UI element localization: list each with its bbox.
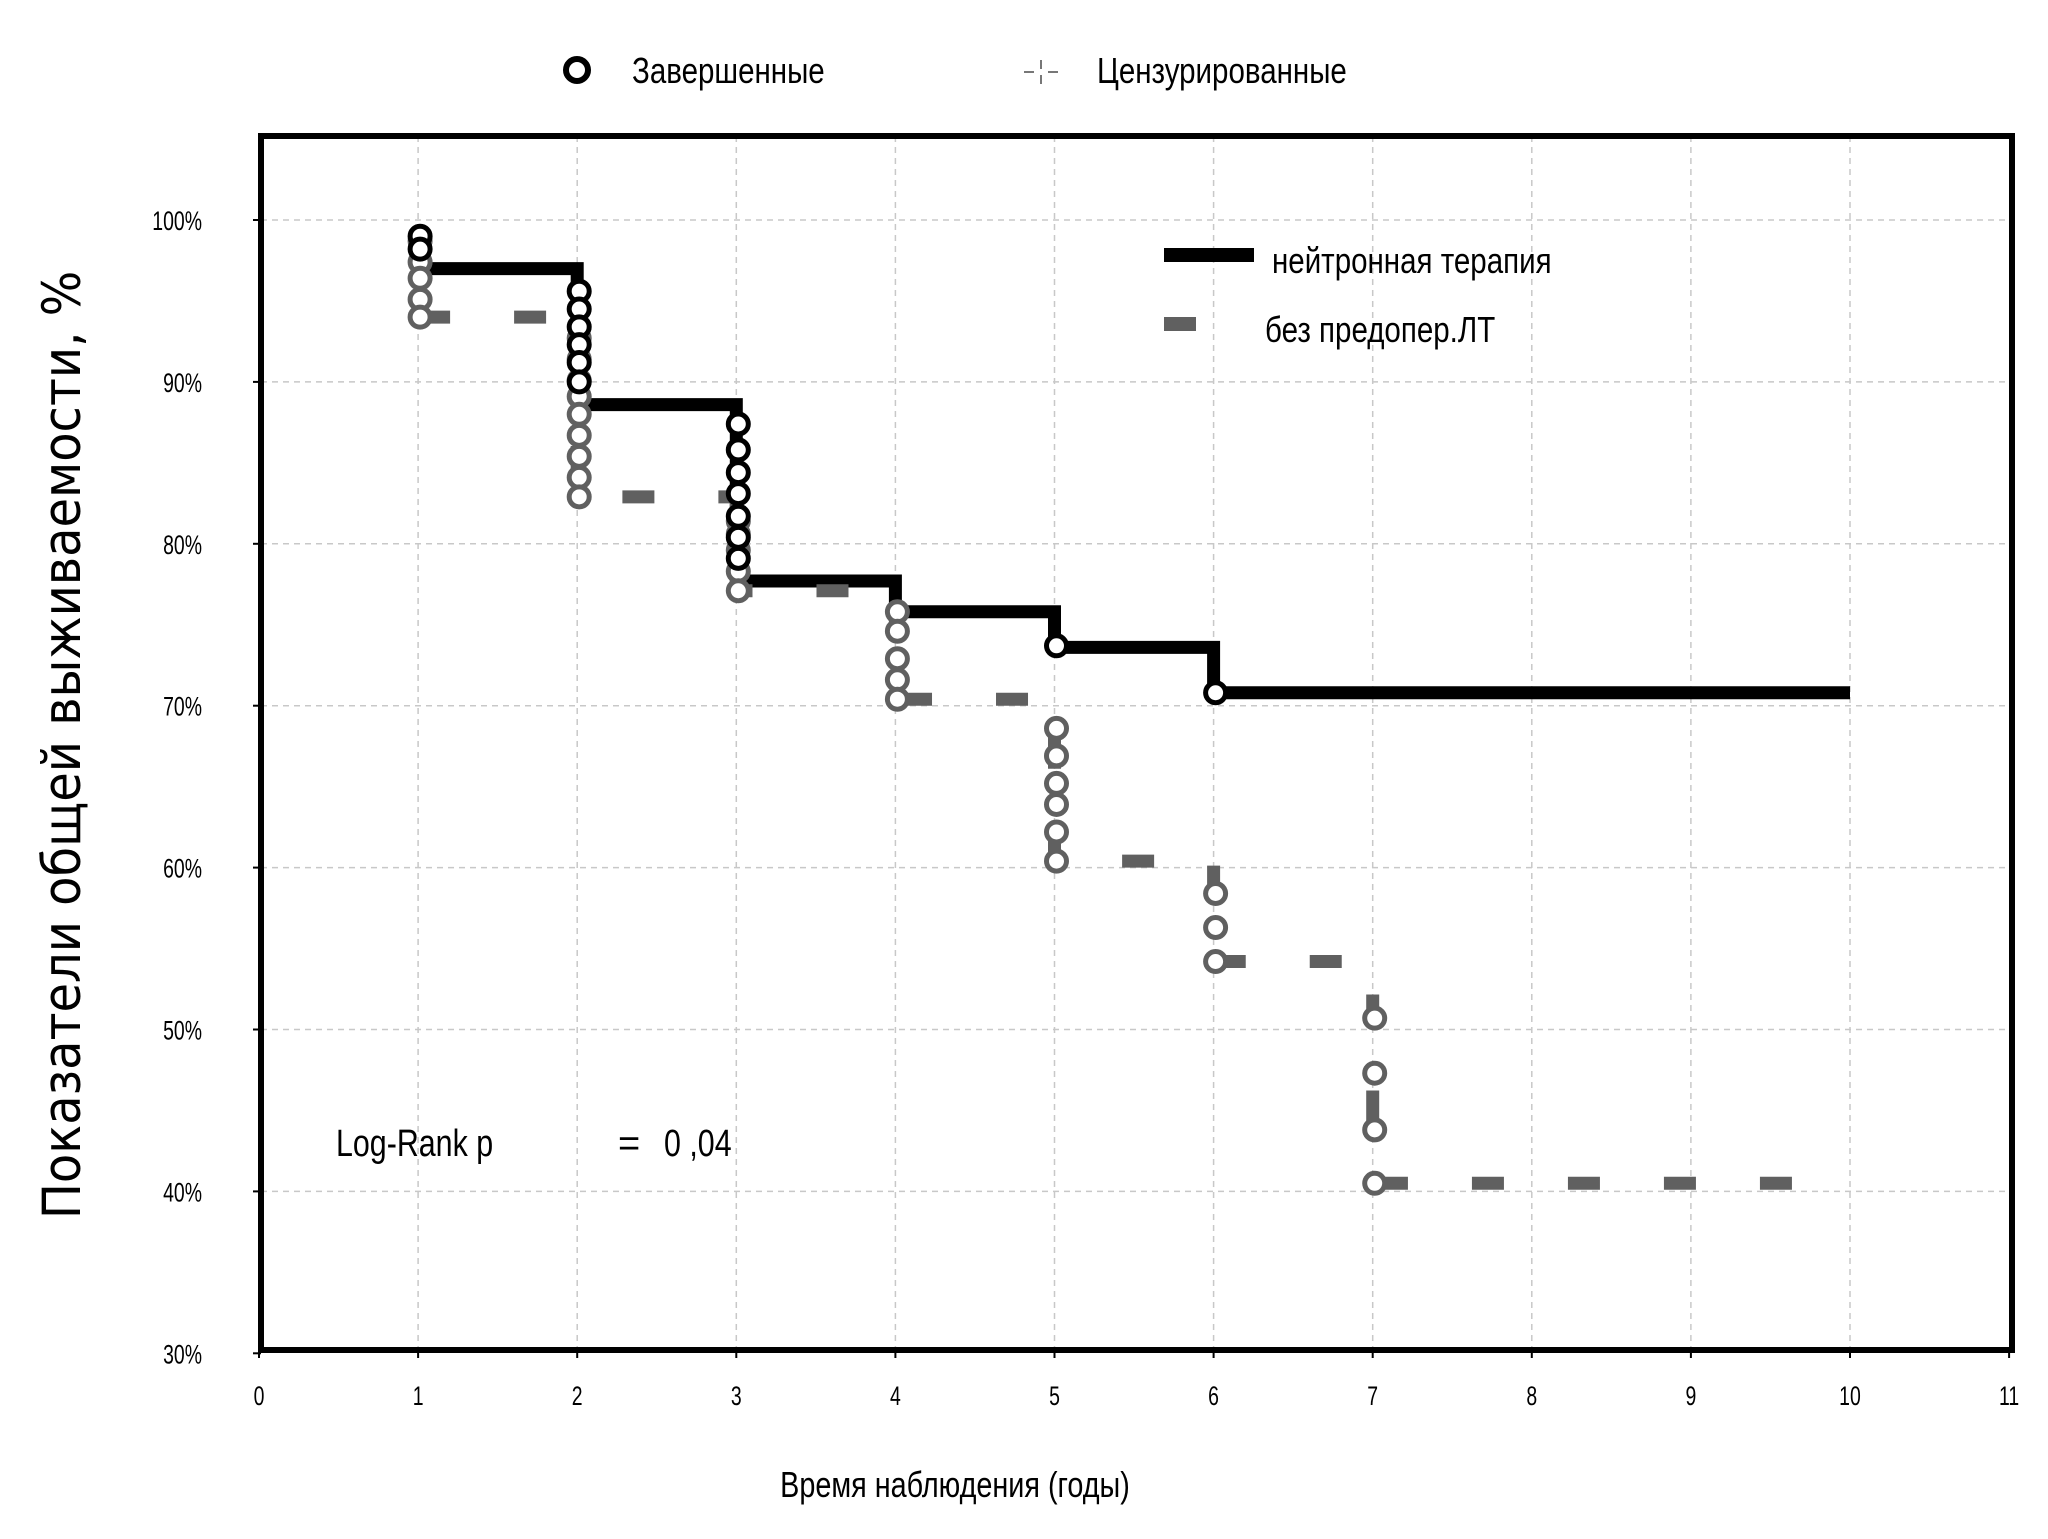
completed-marker-no-preop: [1203, 949, 1229, 975]
legend-completed-label: Завершенные: [632, 50, 825, 90]
series-line-no-preop: [418, 310, 1850, 1190]
completed-marker-neutron: [1203, 680, 1229, 706]
legend-series-neutron-label: нейтронная терапия: [1272, 240, 1552, 280]
legend-censored-label: Цензурированные: [1097, 50, 1347, 90]
completed-marker-no-preop: [407, 304, 433, 330]
completed-marker-icon: [563, 56, 591, 84]
completed-marker-no-preop: [566, 401, 592, 427]
x-tick-label: 5: [1049, 1381, 1060, 1411]
x-tick-label: 8: [1526, 1381, 1537, 1411]
completed-marker-neutron: [725, 437, 751, 463]
completed-marker-no-preop: [884, 618, 910, 644]
logrank-value: 0 ,04: [664, 1123, 732, 1165]
completed-marker-no-preop: [566, 443, 592, 469]
y-tick-label: 80%: [163, 530, 202, 560]
completed-marker-no-preop: [1044, 791, 1069, 817]
completed-marker-no-preop: [1362, 1170, 1388, 1196]
x-axis-title: Время наблюдения (годы): [780, 1464, 1130, 1505]
x-tick-label: 4: [890, 1381, 901, 1411]
x-tick-label: 3: [731, 1381, 742, 1411]
completed-marker-no-preop: [566, 422, 592, 448]
censored-marker-icon: [1024, 60, 1058, 84]
y-tick-label: 70%: [163, 692, 202, 722]
completed-marker-no-preop: [1044, 743, 1069, 769]
y-tick-label: 90%: [163, 368, 202, 398]
x-axis-ticks: 0 1 2 3 4 5 6 7 8 9 10 11: [254, 1350, 2019, 1411]
legend-series-no-preop-label: без предопер.ЛТ: [1265, 309, 1495, 349]
completed-marker-no-preop: [1362, 1117, 1388, 1143]
completed-marker-no-preop: [725, 578, 751, 604]
completed-marker-no-preop: [1203, 915, 1229, 941]
completed-marker-no-preop: [407, 265, 433, 291]
x-tick-label: 2: [572, 1381, 583, 1411]
completed-marker-no-preop: [1044, 770, 1069, 796]
x-tick-label: 10: [1839, 1381, 1861, 1411]
completed-marker-no-preop: [884, 686, 910, 712]
grid-lines: [261, 136, 2012, 1350]
x-tick-label: 7: [1367, 1381, 1378, 1411]
logrank-equals: =: [618, 1123, 640, 1165]
completed-marker-neutron: [725, 545, 751, 571]
completed-marker-neutron: [725, 503, 751, 529]
y-axis-ticks: 30% 40% 50% 60% 70% 80% 90% 100%: [152, 206, 261, 1369]
completed-marker-neutron: [725, 460, 751, 486]
completed-marker-neutron: [725, 524, 751, 550]
plot-frame: [258, 133, 2015, 1353]
completed-marker-no-preop: [1203, 881, 1229, 907]
x-tick-label: 6: [1208, 1381, 1219, 1411]
completed-marker-no-preop: [1362, 1005, 1388, 1031]
completed-marker-no-preop: [1044, 715, 1069, 741]
completed-marker-neutron: [1044, 633, 1069, 659]
y-tick-label: 60%: [163, 853, 202, 883]
y-tick-label: 100%: [152, 206, 202, 236]
series-line-neutron: [418, 262, 1850, 700]
completed-marker-no-preop: [566, 484, 592, 510]
x-tick-label: 1: [413, 1381, 424, 1411]
x-tick-label: 11: [1999, 1381, 2019, 1411]
completed-marker-neutron: [725, 481, 751, 507]
completed-marker-no-preop: [884, 646, 910, 672]
completed-marker-neutron: [407, 236, 433, 262]
y-axis-title: Показатели общей выживаемости, %: [31, 271, 93, 1219]
y-tick-label: 30%: [163, 1339, 202, 1369]
y-tick-label: 40%: [163, 1177, 202, 1207]
event-markers: [407, 223, 1388, 1196]
x-tick-label: 9: [1685, 1381, 1696, 1411]
completed-marker-no-preop: [1044, 819, 1069, 845]
completed-marker-no-preop: [1362, 1060, 1388, 1086]
completed-marker-no-preop: [1044, 848, 1069, 874]
y-tick-label: 50%: [163, 1015, 202, 1045]
completed-marker-neutron: [566, 369, 592, 395]
logrank-label: Log-Rank p: [336, 1123, 493, 1165]
series-lines: [418, 262, 1850, 1190]
x-tick-label: 0: [254, 1381, 265, 1411]
completed-marker-neutron: [725, 411, 751, 437]
